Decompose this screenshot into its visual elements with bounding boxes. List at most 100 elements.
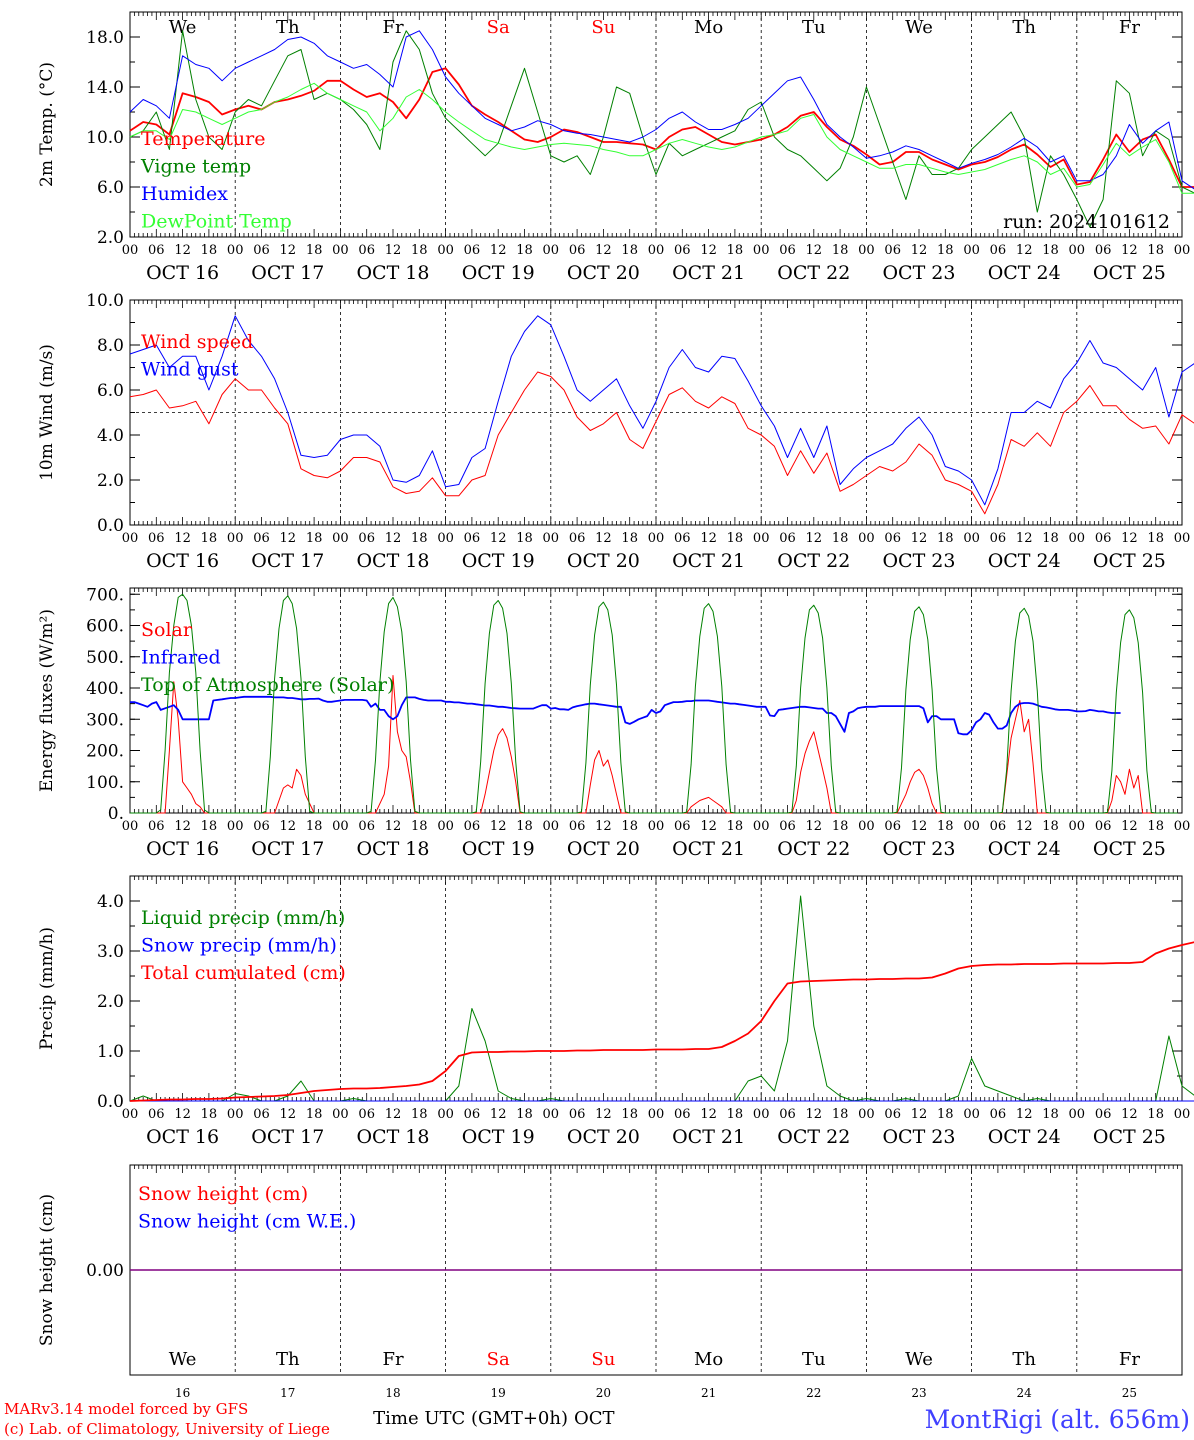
hour-label: 06 bbox=[1095, 819, 1112, 834]
hour-label: 12 bbox=[385, 243, 402, 258]
hour-label: 12 bbox=[700, 243, 717, 258]
hour-label: 18 bbox=[411, 243, 428, 258]
hour-label: 00 bbox=[332, 243, 349, 258]
date-label: OCT 19 bbox=[462, 550, 535, 572]
hour-label: 12 bbox=[1016, 819, 1033, 834]
hour-label: 06 bbox=[253, 1107, 270, 1122]
hour-label: 06 bbox=[884, 819, 901, 834]
hour-label: 18 bbox=[727, 243, 744, 258]
legend-entry: Total cumulated (cm) bbox=[141, 962, 346, 984]
day-number: 22 bbox=[806, 1386, 821, 1400]
date-label: OCT 22 bbox=[777, 838, 850, 860]
weekday-label: Fr bbox=[1119, 17, 1140, 38]
hour-label: 00 bbox=[543, 531, 560, 546]
hour-label: 06 bbox=[569, 819, 586, 834]
hour-label: 00 bbox=[122, 531, 139, 546]
date-label: OCT 21 bbox=[672, 1126, 745, 1148]
hour-label: 06 bbox=[148, 819, 165, 834]
date-label: OCT 20 bbox=[567, 1126, 640, 1148]
date-label: OCT 17 bbox=[251, 838, 324, 860]
hour-label: 12 bbox=[911, 243, 928, 258]
x-axis-month: OCT bbox=[574, 1408, 615, 1429]
date-label: OCT 24 bbox=[988, 1126, 1061, 1148]
series-line bbox=[129, 82, 1194, 194]
y-tick-label: 10.0 bbox=[86, 291, 124, 311]
date-label: OCT 18 bbox=[356, 1126, 429, 1148]
hour-label: 18 bbox=[832, 243, 849, 258]
hour-label: 06 bbox=[148, 1107, 165, 1122]
panel-2: 0.0 2.0 4.0 6.0 8.0 10.0 10m Wind (m/s) 00 06 12 1… bbox=[37, 291, 1194, 572]
hour-label: 18 bbox=[1042, 531, 1059, 546]
date-label: OCT 21 bbox=[672, 838, 745, 860]
hour-label: 00 bbox=[122, 1107, 139, 1122]
hour-label: 00 bbox=[227, 243, 244, 258]
y-tick-label: 700. bbox=[86, 585, 124, 605]
hour-label: 18 bbox=[201, 819, 218, 834]
hour-label: 12 bbox=[280, 531, 297, 546]
hour-label: 18 bbox=[1042, 1107, 1059, 1122]
y-tick-label: 0.00 bbox=[86, 1261, 124, 1281]
hour-label: 00 bbox=[543, 1107, 560, 1122]
hour-label: 18 bbox=[937, 1107, 954, 1122]
date-label: OCT 25 bbox=[1093, 838, 1166, 860]
y-tick-label: 400. bbox=[86, 679, 124, 699]
hour-label: 00 bbox=[437, 243, 454, 258]
hour-label: 12 bbox=[174, 243, 191, 258]
hour-label: 00 bbox=[332, 531, 349, 546]
hour-label: 18 bbox=[306, 243, 323, 258]
x-axis-label: Time UTC (GMT+0h) bbox=[373, 1408, 568, 1429]
hour-label: 18 bbox=[1147, 1107, 1164, 1122]
hour-label: 18 bbox=[306, 819, 323, 834]
hour-label: 12 bbox=[1121, 819, 1138, 834]
hour-label: 00 bbox=[858, 243, 875, 258]
hour-label: 18 bbox=[621, 243, 638, 258]
series-line bbox=[130, 695, 1121, 736]
hour-label: 18 bbox=[201, 1107, 218, 1122]
hour-label: 00 bbox=[753, 819, 770, 834]
panel-1: 2.0 6.0 10.0 14.0 18.0 2m Temp. (°C) 00 06 12 18 0… bbox=[37, 11, 1194, 284]
hour-label: 00 bbox=[1069, 819, 1086, 834]
hour-label: 18 bbox=[306, 531, 323, 546]
hour-label: 12 bbox=[1016, 531, 1033, 546]
hour-label: 06 bbox=[464, 1107, 481, 1122]
y-axis-label: Energy fluxes (W/m²) bbox=[37, 609, 57, 792]
hour-label: 06 bbox=[990, 531, 1007, 546]
hour-label: 18 bbox=[1042, 819, 1059, 834]
hour-label: 18 bbox=[832, 819, 849, 834]
hour-label: 06 bbox=[779, 819, 796, 834]
hour-label: 00 bbox=[858, 1107, 875, 1122]
weekday-label: Th bbox=[1012, 17, 1036, 38]
hour-label: 18 bbox=[201, 243, 218, 258]
panel-4: 0.0 1.0 2.0 3.0 4.0 Precip (mm/h) 00 06 12 18 00 06… bbox=[37, 875, 1194, 1148]
hour-label: 18 bbox=[411, 1107, 428, 1122]
run-annotation: run: 2024101612 bbox=[1003, 211, 1170, 233]
hour-label: 06 bbox=[884, 1107, 901, 1122]
hour-label: 06 bbox=[148, 243, 165, 258]
day-number: 23 bbox=[911, 1386, 926, 1400]
weekday-label: Su bbox=[591, 17, 615, 38]
date-label: OCT 17 bbox=[251, 1126, 324, 1148]
hour-label: 12 bbox=[806, 243, 823, 258]
weekday-label: Sa bbox=[487, 17, 510, 38]
date-label: OCT 24 bbox=[988, 550, 1061, 572]
legend-entry: Infrared bbox=[141, 647, 221, 669]
series-line bbox=[129, 315, 1194, 506]
date-label: OCT 21 bbox=[672, 262, 745, 284]
y-axis-label: Precip (mm/h) bbox=[37, 927, 57, 1050]
hour-label: 18 bbox=[621, 819, 638, 834]
date-label: OCT 23 bbox=[882, 550, 955, 572]
hour-label: 00 bbox=[858, 819, 875, 834]
hour-label: 12 bbox=[700, 819, 717, 834]
weekday-label: Th bbox=[276, 1349, 300, 1370]
y-tick-label: 4.0 bbox=[97, 892, 124, 912]
weekday-label: We bbox=[169, 1349, 197, 1370]
hour-label: 06 bbox=[569, 531, 586, 546]
y-tick-label: 2.0 bbox=[97, 992, 124, 1012]
y-tick-label: 10.0 bbox=[86, 128, 124, 148]
y-axis-label: Snow height (cm) bbox=[37, 1194, 57, 1346]
hour-label: 18 bbox=[1147, 531, 1164, 546]
hour-label: 18 bbox=[516, 531, 533, 546]
hour-label: 12 bbox=[385, 819, 402, 834]
hour-label: 06 bbox=[990, 1107, 1007, 1122]
day-number: 16 bbox=[175, 1386, 190, 1400]
